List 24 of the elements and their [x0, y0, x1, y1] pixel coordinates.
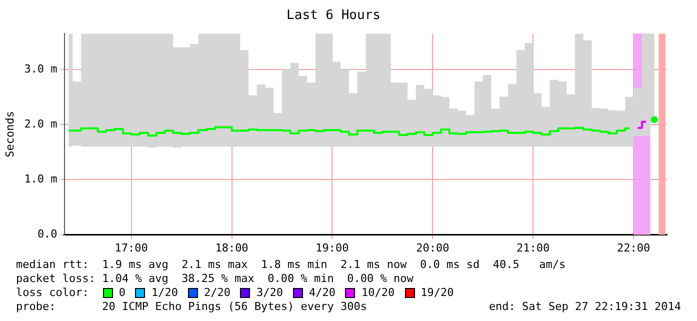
legend-label: 0	[118, 286, 126, 300]
x-tick-label: 17:00	[114, 241, 148, 254]
legend-label: 10/20	[361, 286, 395, 300]
legend-label: 3/20	[256, 286, 283, 300]
legend-label: 19/20	[420, 286, 454, 300]
y-tick-label: 3.0 m	[24, 62, 58, 76]
x-tick-label: 18:00	[215, 241, 248, 254]
y-tick-label: 2.0 m	[24, 117, 58, 130]
y-axis-title: Seconds	[3, 111, 16, 158]
x-tick-label: 21:00	[516, 241, 550, 254]
text: probe: 20 ICMP Echo Pings (56 Bytes) every 300s	[16, 300, 367, 314]
legend-label: 1/20	[151, 286, 178, 300]
text: end: Sat Sep 27 22:19:31 2014	[488, 300, 681, 314]
legend-label: 2/20	[204, 286, 230, 300]
legend-title: loss color:	[16, 286, 89, 300]
legend-label: 4/20	[308, 286, 336, 300]
x-tick-label: 20:00	[416, 241, 450, 254]
y-tick-label: 1.0 m	[24, 172, 58, 186]
y-tick-label: 0.0	[37, 228, 58, 241]
text: median rtt: 1.9 ms avg 2.1 ms max 1.8 ms min 2.1 ms now 0.0 ms sd 40.5 am/s	[16, 258, 567, 272]
chart-title: Last 6 Hours	[286, 8, 380, 24]
text: packet loss: 1.04 % avg 38.25 % max 0.00 % min 0.00 % now	[16, 272, 414, 286]
x-tick-label: 22:00	[616, 241, 650, 254]
x-tick-label: 19:00	[316, 241, 349, 254]
